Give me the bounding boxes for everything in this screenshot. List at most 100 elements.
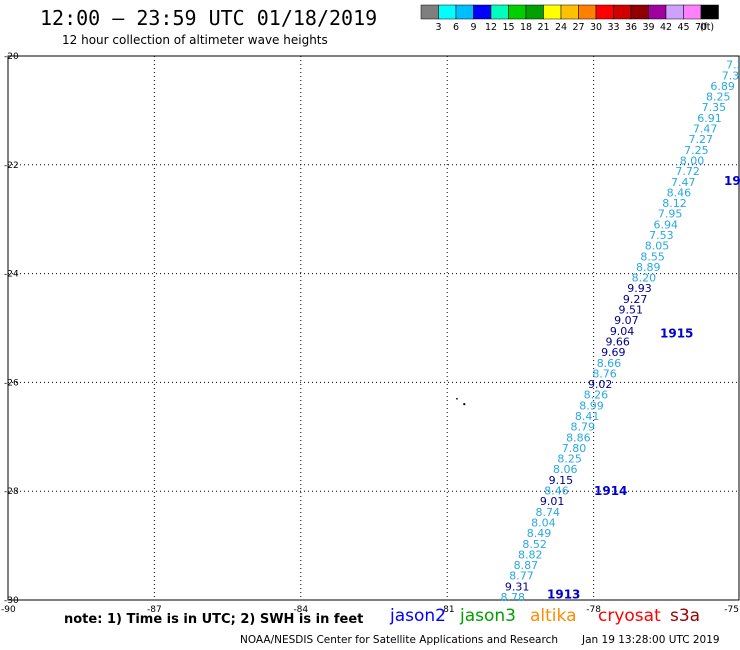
lat-label: -20 bbox=[4, 52, 19, 62]
swh-value: 8.76 bbox=[592, 367, 617, 380]
legend-label: 36 bbox=[625, 22, 637, 33]
track-time-label: 19 bbox=[724, 174, 740, 188]
legend-swatch bbox=[578, 4, 597, 20]
swh-value: 7.35 bbox=[702, 101, 727, 114]
swh-value: 8.06 bbox=[553, 463, 578, 476]
lon-label: -84 bbox=[293, 605, 308, 615]
swh-value: 9.93 bbox=[627, 282, 652, 295]
legend-swatch bbox=[648, 4, 667, 20]
footer-note: note: 1) Time is in UTC; 2) SWH is in fe… bbox=[64, 612, 364, 627]
swh-value: 7.3 bbox=[726, 59, 740, 72]
swh-value: 9.15 bbox=[549, 474, 574, 487]
swh-value: 8.46 bbox=[667, 186, 692, 199]
track-time-label: 1914 bbox=[594, 484, 627, 498]
swh-value: 9.07 bbox=[614, 314, 639, 327]
legend-label: 21 bbox=[537, 22, 549, 33]
swh-value: 8.26 bbox=[584, 389, 609, 402]
legend-label: 39 bbox=[642, 22, 654, 33]
map-frame bbox=[7, 55, 740, 601]
swh-value: 8.04 bbox=[531, 516, 556, 529]
satellite-s3a: s3a bbox=[670, 606, 701, 626]
satellite-jason2: jason2 bbox=[390, 606, 446, 626]
generated-timestamp: Jan 19 13:28:00 UTC 2019 bbox=[582, 634, 720, 646]
swh-value: 7.95 bbox=[658, 208, 683, 221]
swh-value: 7.53 bbox=[649, 229, 674, 242]
lat-label: -28 bbox=[4, 487, 19, 497]
swh-value: 8.12 bbox=[662, 197, 687, 210]
legend-label: 27 bbox=[572, 22, 584, 33]
island-marker bbox=[456, 397, 458, 400]
legend-label: 45 bbox=[677, 22, 689, 33]
swh-value: 7.27 bbox=[689, 133, 714, 146]
legend-swatch bbox=[630, 4, 649, 20]
legend-label: 15 bbox=[502, 22, 514, 33]
swh-value: 8.74 bbox=[535, 506, 560, 519]
legend-label: (ft) bbox=[700, 22, 714, 33]
credit-text: NOAA/NESDIS Center for Satellite Applica… bbox=[240, 634, 558, 646]
satellite-cryosat: cryosat bbox=[598, 606, 661, 626]
swh-value: 6.91 bbox=[697, 112, 722, 125]
swh-value: 8.66 bbox=[597, 357, 622, 370]
legend-label: 18 bbox=[520, 22, 532, 33]
swh-value: 7.72 bbox=[675, 165, 700, 178]
swh-value: 8.52 bbox=[522, 538, 547, 551]
legend-swatch bbox=[473, 4, 492, 20]
swh-value: 7.47 bbox=[693, 123, 718, 136]
swh-value: 8.99 bbox=[579, 399, 604, 412]
lon-label: -87 bbox=[147, 605, 162, 615]
swh-value: 9.04 bbox=[610, 325, 635, 338]
swh-value: 7.25 bbox=[684, 144, 709, 157]
swh-value: 6.89 bbox=[710, 80, 735, 93]
legend-label: 3 bbox=[435, 22, 441, 33]
swh-value: 8.49 bbox=[527, 527, 552, 540]
lon-label: -75 bbox=[724, 605, 739, 615]
swh-value: 8.78 bbox=[501, 591, 526, 604]
swh-value: 7.47 bbox=[671, 176, 696, 189]
swh-value: 9.69 bbox=[601, 346, 626, 359]
swh-value: 9.01 bbox=[540, 495, 565, 508]
satellite-jason3: jason3 bbox=[460, 606, 516, 626]
page-title: 12:00 – 23:59 UTC 01/18/2019 bbox=[40, 6, 378, 30]
swh-value: 8.25 bbox=[706, 91, 731, 104]
legend-swatch bbox=[525, 4, 544, 20]
lat-label: -30 bbox=[4, 596, 19, 606]
swh-value: 9.02 bbox=[588, 378, 613, 391]
lat-label: -22 bbox=[4, 161, 19, 171]
legend-swatch bbox=[455, 4, 474, 20]
legend-label: 33 bbox=[607, 22, 619, 33]
swh-value: 9.66 bbox=[605, 335, 630, 348]
legend-label: 12 bbox=[485, 22, 497, 33]
swh-value: 8.79 bbox=[570, 421, 595, 434]
swh-value: 8.55 bbox=[640, 250, 665, 263]
legend-swatch bbox=[543, 4, 562, 20]
legend-swatch bbox=[438, 4, 457, 20]
swh-value: 8.20 bbox=[632, 272, 657, 285]
swh-value: 9.31 bbox=[505, 580, 530, 593]
lat-label: -26 bbox=[4, 378, 19, 388]
swh-value: 6.94 bbox=[654, 218, 679, 231]
legend-swatch bbox=[490, 4, 509, 20]
swh-value: 8.05 bbox=[645, 240, 670, 253]
legend-swatch bbox=[613, 4, 632, 20]
legend-swatch bbox=[595, 4, 614, 20]
island-marker bbox=[463, 403, 466, 406]
swh-value: 8.25 bbox=[557, 453, 582, 466]
legend-swatch bbox=[508, 4, 527, 20]
swh-value: 8.00 bbox=[680, 154, 705, 167]
map-grid bbox=[7, 55, 740, 601]
track-time-label: 1913 bbox=[547, 588, 580, 602]
swh-value: 7.3 bbox=[722, 69, 740, 82]
swh-value: 8.87 bbox=[514, 559, 539, 572]
swh-value: 8.89 bbox=[636, 261, 661, 274]
swh-value: 8.86 bbox=[566, 431, 591, 444]
swh-value: 7.80 bbox=[562, 442, 587, 455]
swh-value: 8.82 bbox=[518, 548, 543, 561]
legend-swatch bbox=[560, 4, 579, 20]
legend-label: 24 bbox=[555, 22, 567, 33]
color-legend: 3 6 9 12 15 18 21 24 27 30 33 36 39 42 45 70(ft) bbox=[420, 4, 719, 33]
altimeter-track: 77.37.36.898.257.356.917.477.277.258.007… bbox=[501, 59, 740, 604]
track-time-label: 1915 bbox=[660, 326, 693, 340]
page-subtitle: 12 hour collection of altimeter wave hei… bbox=[62, 33, 328, 47]
legend-label: 30 bbox=[590, 22, 602, 33]
